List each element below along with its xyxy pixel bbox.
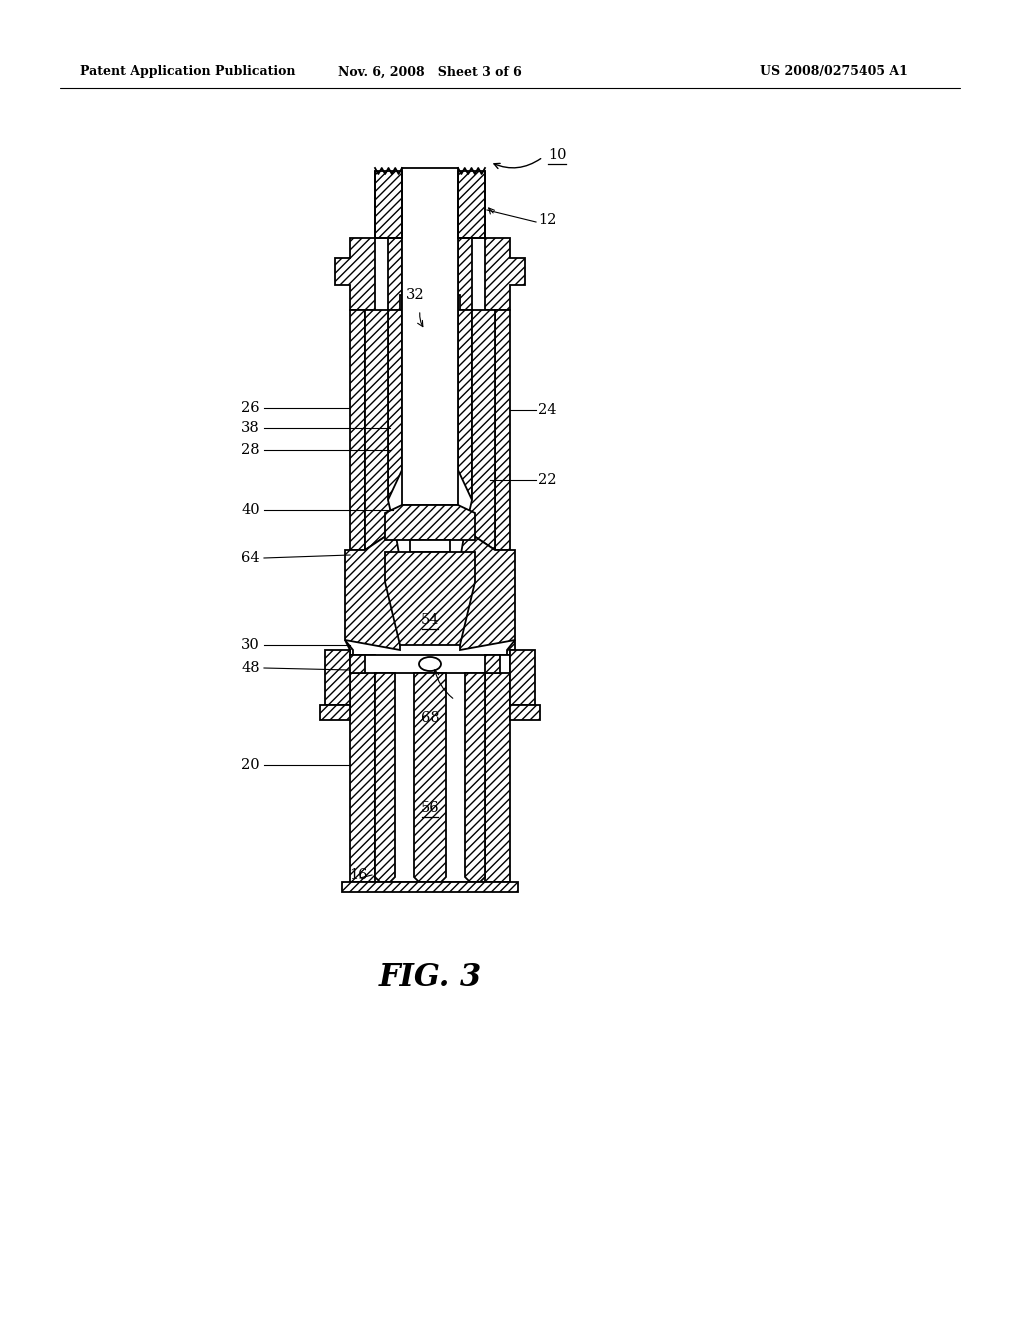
Polygon shape [465, 310, 495, 550]
Polygon shape [375, 673, 395, 882]
Text: 28: 28 [242, 444, 260, 457]
Polygon shape [460, 531, 515, 649]
Polygon shape [350, 655, 375, 882]
Polygon shape [458, 238, 472, 310]
Polygon shape [458, 172, 485, 238]
Polygon shape [510, 649, 535, 705]
Text: US 2008/0275405 A1: US 2008/0275405 A1 [760, 66, 908, 78]
Polygon shape [350, 655, 365, 673]
Polygon shape [458, 310, 472, 500]
Text: 48: 48 [242, 661, 260, 675]
Text: 30: 30 [242, 638, 260, 652]
Polygon shape [465, 673, 485, 882]
Text: 32: 32 [406, 288, 424, 302]
Text: 26: 26 [242, 401, 260, 414]
Ellipse shape [419, 657, 441, 671]
Polygon shape [510, 705, 540, 719]
Text: 16: 16 [349, 869, 368, 882]
Polygon shape [365, 310, 395, 550]
Polygon shape [388, 238, 402, 310]
Polygon shape [345, 640, 353, 655]
Text: FIG. 3: FIG. 3 [379, 962, 481, 994]
Polygon shape [319, 705, 350, 719]
Text: 22: 22 [538, 473, 556, 487]
Polygon shape [414, 673, 446, 882]
Text: 54: 54 [421, 612, 439, 627]
Text: 24: 24 [538, 403, 556, 417]
Polygon shape [402, 168, 458, 506]
Text: 56: 56 [421, 801, 439, 814]
Polygon shape [507, 640, 515, 655]
Text: 12: 12 [538, 213, 556, 227]
Polygon shape [485, 655, 510, 882]
Polygon shape [345, 531, 400, 649]
Text: Patent Application Publication: Patent Application Publication [80, 66, 296, 78]
Polygon shape [375, 172, 402, 238]
Text: 38: 38 [242, 421, 260, 436]
Polygon shape [385, 552, 475, 645]
Polygon shape [325, 649, 350, 705]
Polygon shape [458, 294, 460, 310]
Polygon shape [335, 238, 375, 310]
Polygon shape [385, 506, 475, 540]
Polygon shape [342, 882, 518, 892]
Text: 40: 40 [242, 503, 260, 517]
Polygon shape [485, 238, 525, 310]
Polygon shape [400, 294, 402, 310]
Polygon shape [350, 310, 365, 550]
Text: 20: 20 [242, 758, 260, 772]
Polygon shape [495, 310, 510, 550]
Polygon shape [410, 540, 450, 552]
Text: Nov. 6, 2008   Sheet 3 of 6: Nov. 6, 2008 Sheet 3 of 6 [338, 66, 522, 78]
Polygon shape [388, 310, 402, 500]
Polygon shape [350, 655, 510, 673]
Polygon shape [485, 655, 500, 673]
Text: 10: 10 [548, 148, 566, 162]
Text: 64: 64 [242, 550, 260, 565]
Text: 68: 68 [421, 711, 439, 725]
